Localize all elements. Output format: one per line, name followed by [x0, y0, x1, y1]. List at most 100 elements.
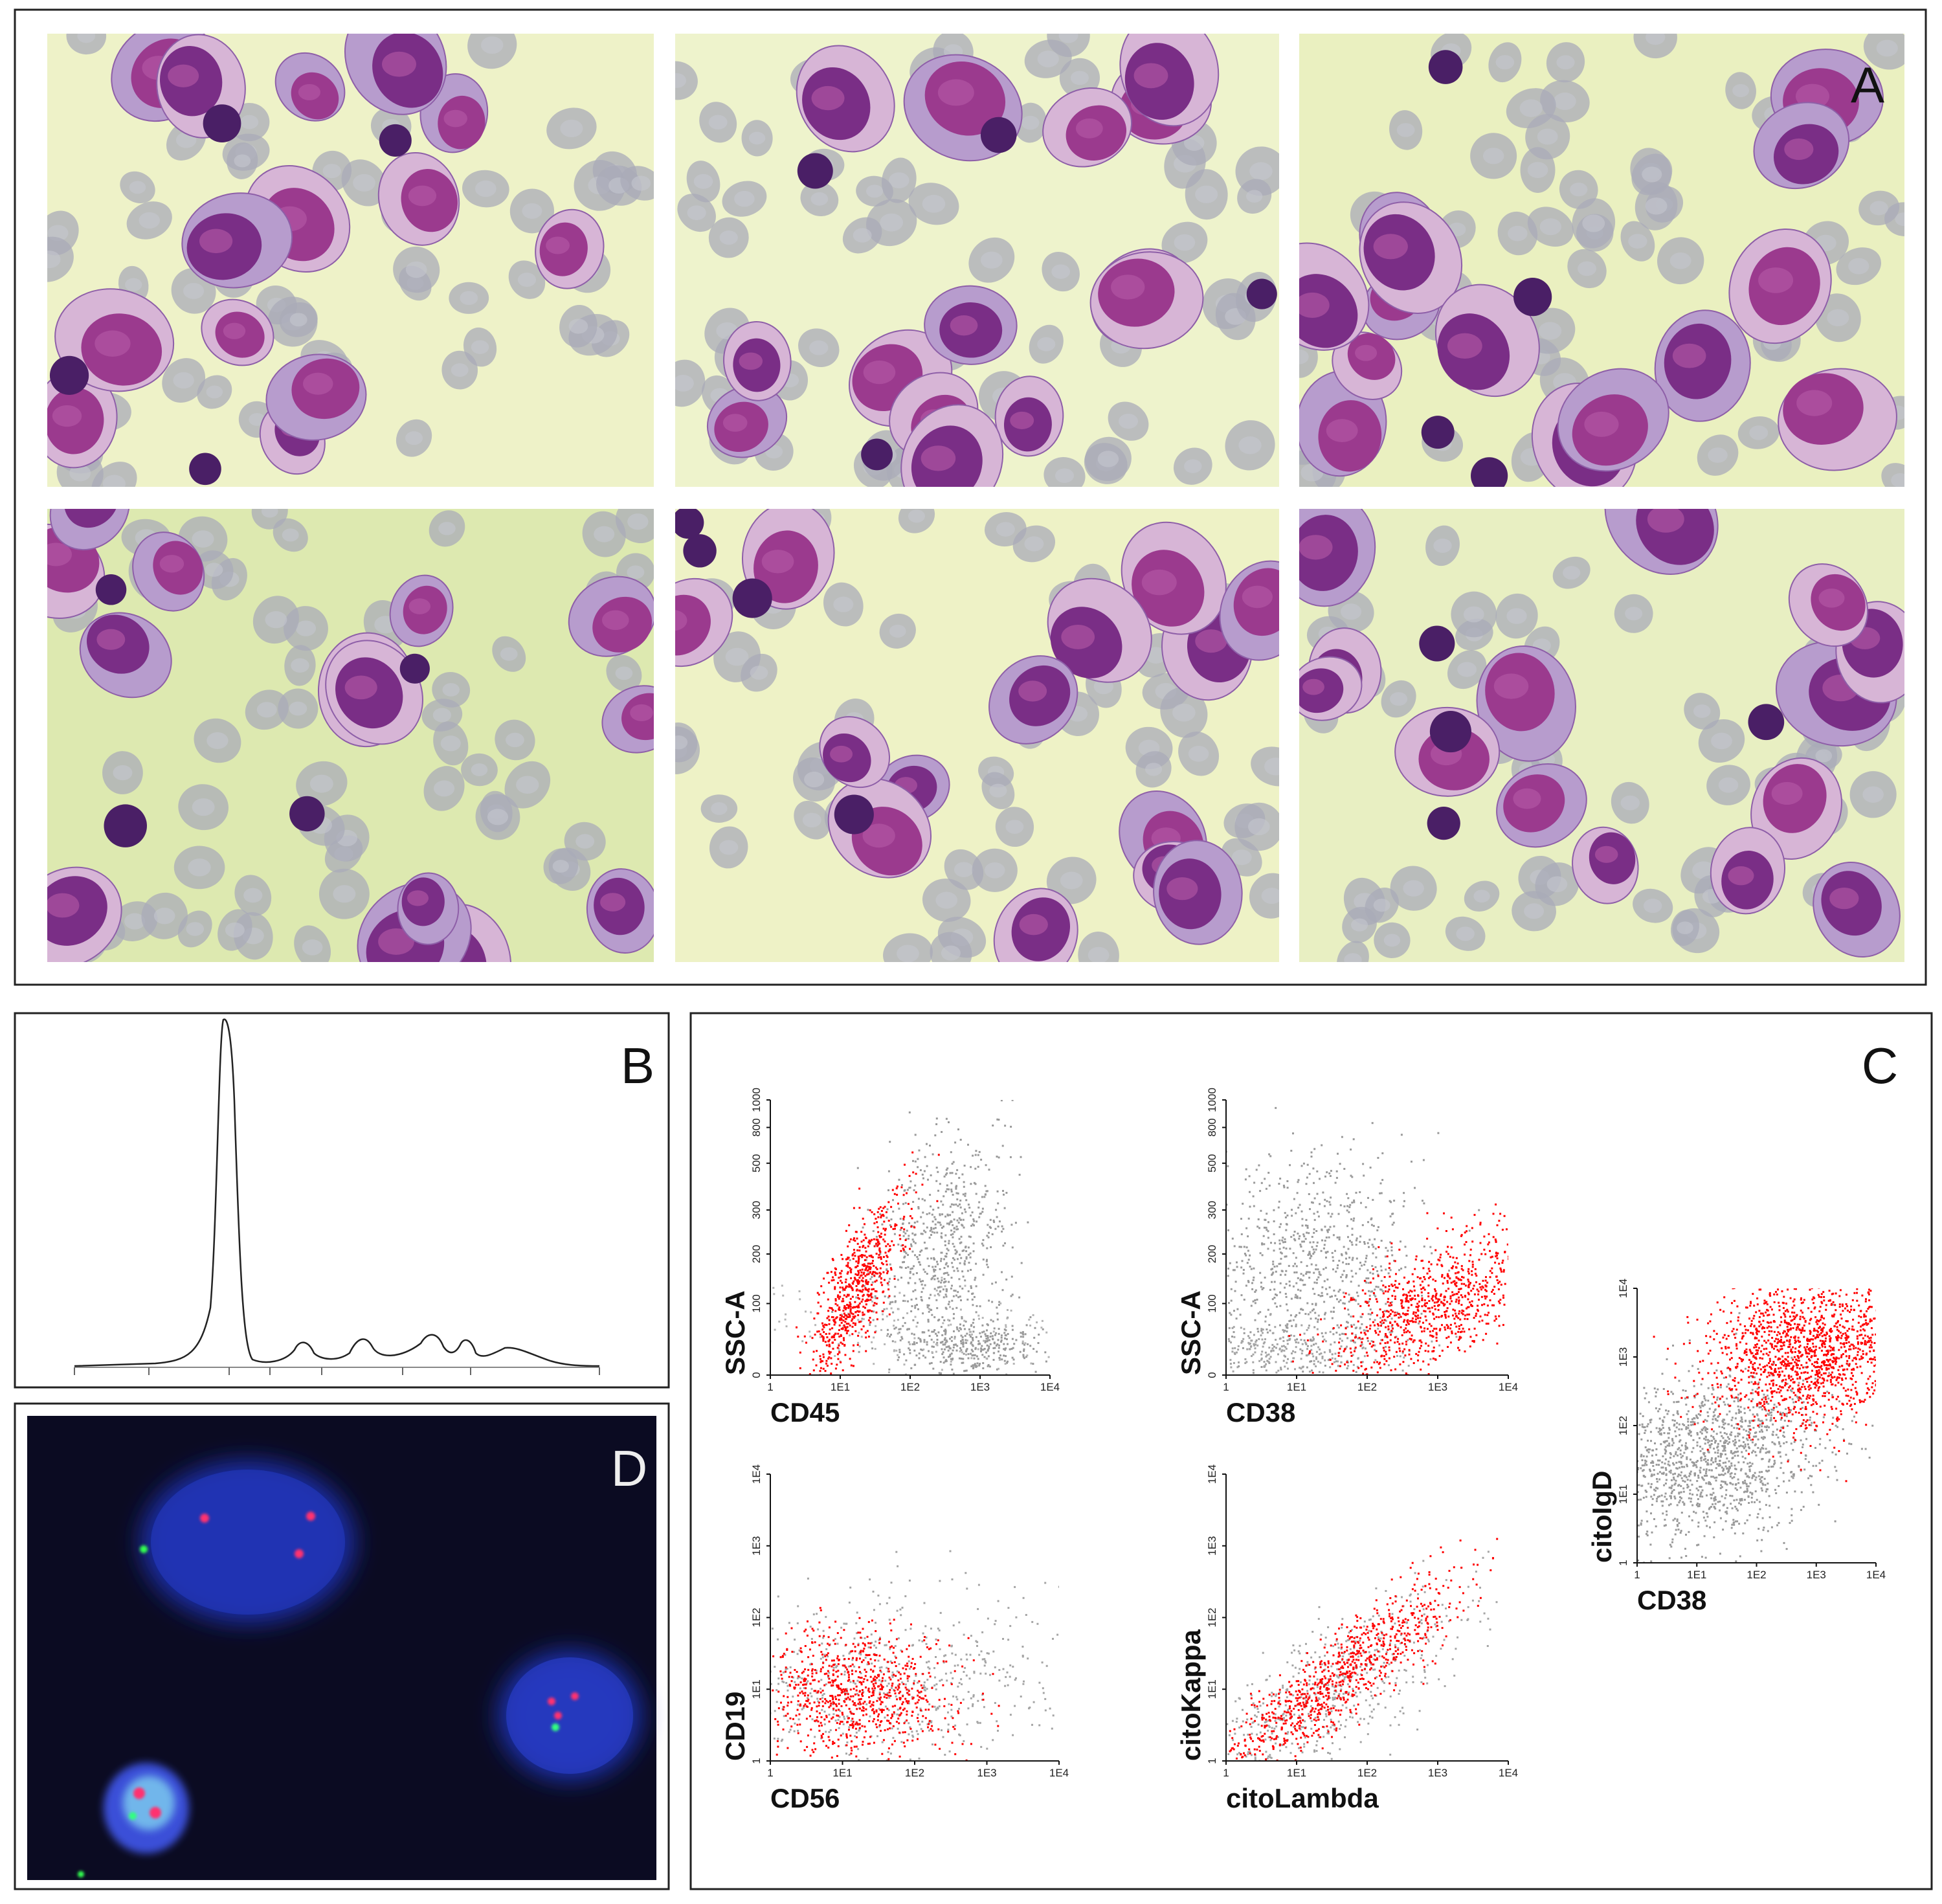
event — [1012, 1347, 1014, 1349]
event — [996, 1156, 998, 1158]
event — [955, 1295, 957, 1297]
event — [986, 1329, 988, 1331]
event — [840, 1627, 842, 1629]
event — [870, 1294, 872, 1295]
event — [1403, 1205, 1405, 1207]
event — [1374, 1325, 1376, 1327]
event — [1456, 1271, 1458, 1273]
red-cell-center — [1021, 116, 1040, 130]
event — [1294, 1368, 1296, 1370]
event — [924, 1156, 926, 1158]
event — [1353, 1364, 1355, 1366]
event — [1264, 1321, 1266, 1323]
event — [985, 1352, 987, 1354]
event — [927, 1179, 929, 1181]
event — [902, 1244, 904, 1246]
event — [1350, 1348, 1352, 1350]
event — [948, 1240, 950, 1242]
event — [1302, 1233, 1304, 1235]
event — [1455, 1272, 1456, 1274]
event — [963, 1193, 965, 1195]
event — [903, 1194, 905, 1196]
event — [1458, 1310, 1460, 1312]
event — [1415, 1353, 1417, 1355]
event — [1429, 1276, 1431, 1278]
event — [829, 1333, 831, 1335]
chromatin — [1295, 293, 1329, 318]
event — [1372, 1253, 1374, 1255]
event — [1272, 1298, 1274, 1300]
event — [1284, 1238, 1286, 1240]
event — [1353, 1218, 1355, 1220]
event — [975, 1150, 977, 1152]
event — [1319, 1353, 1321, 1355]
event — [1304, 1333, 1306, 1335]
red-cell-center — [500, 647, 518, 661]
event — [953, 1313, 955, 1315]
event — [1265, 1316, 1267, 1317]
event — [1338, 1213, 1340, 1215]
event — [1324, 1240, 1326, 1242]
event — [843, 1288, 845, 1290]
event — [875, 1312, 877, 1314]
event — [1297, 1277, 1299, 1279]
event — [1332, 1252, 1334, 1254]
event — [1246, 1349, 1248, 1350]
event — [1381, 1339, 1383, 1341]
chromatin — [938, 79, 974, 106]
event — [1439, 1257, 1441, 1259]
event — [871, 1301, 873, 1303]
event — [994, 1327, 996, 1329]
event — [946, 1360, 948, 1362]
event — [1289, 1281, 1291, 1282]
event — [843, 1294, 845, 1296]
event — [915, 1134, 917, 1136]
event — [856, 1238, 858, 1240]
event — [1330, 1170, 1332, 1172]
event — [990, 1227, 992, 1229]
event — [1028, 1319, 1030, 1321]
event — [1350, 1361, 1352, 1363]
event — [1349, 1204, 1351, 1206]
event — [873, 1238, 875, 1240]
event — [947, 1712, 949, 1714]
event — [1005, 1192, 1007, 1194]
event — [908, 1203, 910, 1205]
event — [1389, 1347, 1390, 1349]
event — [1315, 1343, 1317, 1345]
event — [1368, 1305, 1370, 1306]
event — [975, 1347, 977, 1349]
event — [940, 1282, 942, 1284]
y-tick-label: 800 — [1206, 1118, 1218, 1136]
event — [1469, 1230, 1471, 1232]
event — [874, 1246, 876, 1248]
x-tick-label: 1E1 — [1287, 1381, 1306, 1393]
event — [1317, 1347, 1319, 1349]
event — [1300, 1279, 1302, 1281]
event — [856, 1280, 858, 1282]
event — [1259, 1311, 1261, 1313]
event — [856, 1310, 858, 1312]
event — [1383, 1358, 1385, 1360]
event — [1457, 1262, 1459, 1264]
event — [1400, 1327, 1402, 1328]
event — [1333, 1307, 1335, 1309]
event — [912, 1290, 914, 1292]
event — [938, 1154, 940, 1156]
event — [1502, 1260, 1504, 1262]
event — [931, 1339, 933, 1341]
event — [1332, 1317, 1334, 1319]
event — [952, 1237, 954, 1238]
event — [928, 1321, 930, 1323]
event — [1471, 1227, 1473, 1229]
event — [1479, 1286, 1481, 1288]
event — [1338, 1341, 1340, 1343]
event — [1479, 1321, 1480, 1323]
event — [911, 1305, 913, 1307]
event — [952, 1224, 954, 1226]
event — [862, 1281, 864, 1282]
event — [998, 1345, 1000, 1347]
event — [1006, 1338, 1008, 1340]
event — [1356, 1292, 1358, 1294]
event — [1232, 1347, 1234, 1349]
